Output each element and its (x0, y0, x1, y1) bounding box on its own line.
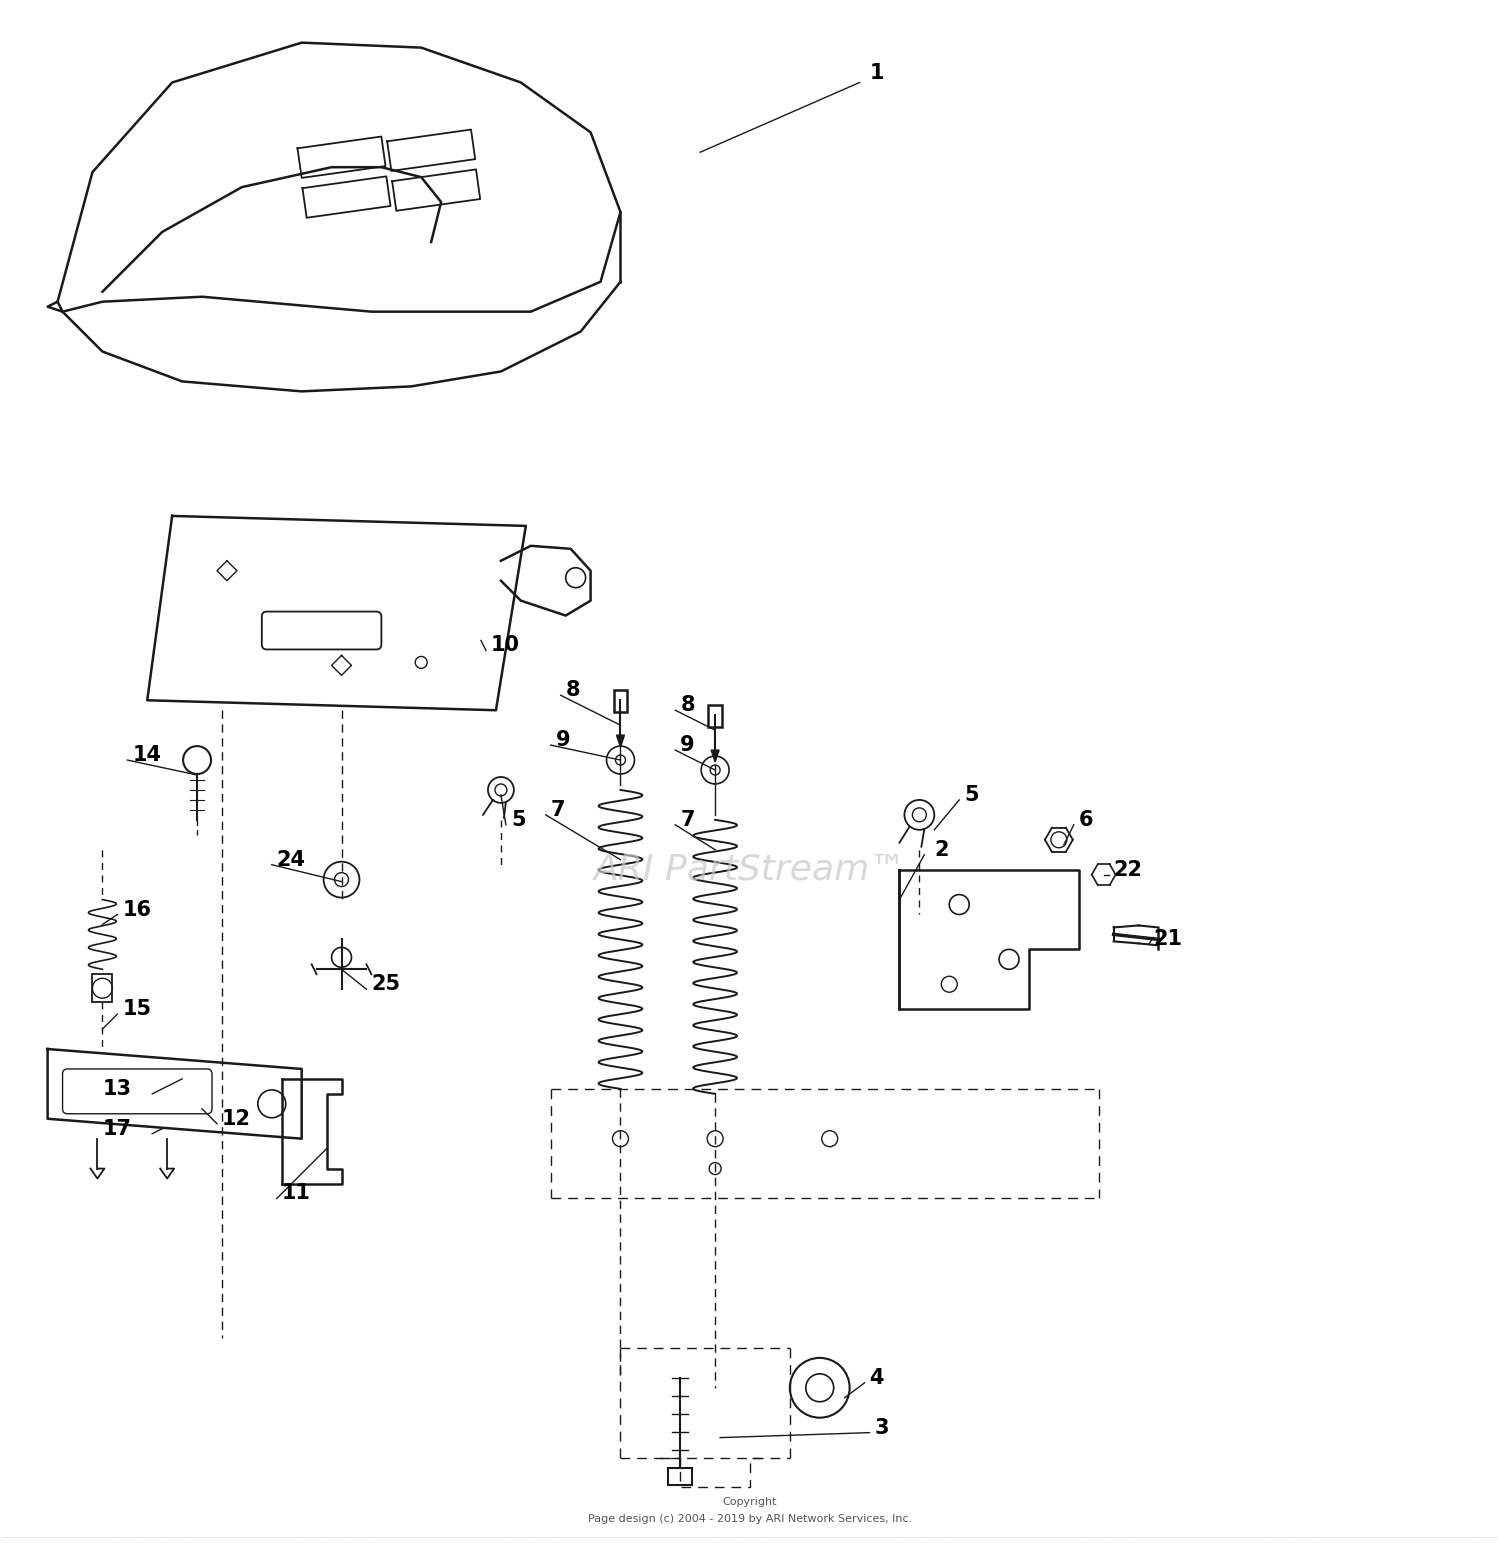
Bar (669, 1467, 692, 1485)
Text: 10: 10 (490, 635, 520, 655)
Text: 9: 9 (681, 736, 694, 754)
Text: 7: 7 (681, 810, 694, 830)
Text: 14: 14 (132, 745, 162, 765)
Bar (614, 691, 627, 713)
Circle shape (183, 747, 211, 774)
Text: 15: 15 (123, 999, 152, 1019)
Text: 8: 8 (566, 680, 580, 700)
Text: 9: 9 (555, 730, 570, 750)
Text: ARI PartStream™: ARI PartStream™ (594, 852, 906, 886)
Text: 24: 24 (278, 850, 306, 869)
Text: 22: 22 (1113, 860, 1143, 880)
Text: 17: 17 (102, 1118, 132, 1139)
Text: 6: 6 (1078, 810, 1094, 830)
Text: 25: 25 (372, 974, 400, 994)
Bar (708, 705, 722, 726)
Text: 21: 21 (1154, 929, 1182, 950)
Text: Copyright: Copyright (723, 1498, 777, 1507)
Polygon shape (616, 736, 624, 747)
Polygon shape (711, 750, 718, 762)
Text: 4: 4 (870, 1368, 883, 1388)
Text: 8: 8 (681, 696, 694, 716)
Text: 16: 16 (123, 900, 152, 920)
Text: 13: 13 (102, 1078, 132, 1098)
Bar (93, 974, 112, 1002)
Text: 5: 5 (964, 785, 980, 805)
Text: 12: 12 (222, 1109, 251, 1129)
Text: 1: 1 (870, 62, 883, 82)
Text: 7: 7 (550, 799, 566, 819)
Text: 2: 2 (934, 840, 950, 860)
Text: 11: 11 (282, 1183, 310, 1204)
Text: 5: 5 (512, 810, 525, 830)
Text: 3: 3 (874, 1417, 890, 1437)
Text: Page design (c) 2004 - 2019 by ARI Network Services, Inc.: Page design (c) 2004 - 2019 by ARI Netwo… (588, 1515, 912, 1524)
